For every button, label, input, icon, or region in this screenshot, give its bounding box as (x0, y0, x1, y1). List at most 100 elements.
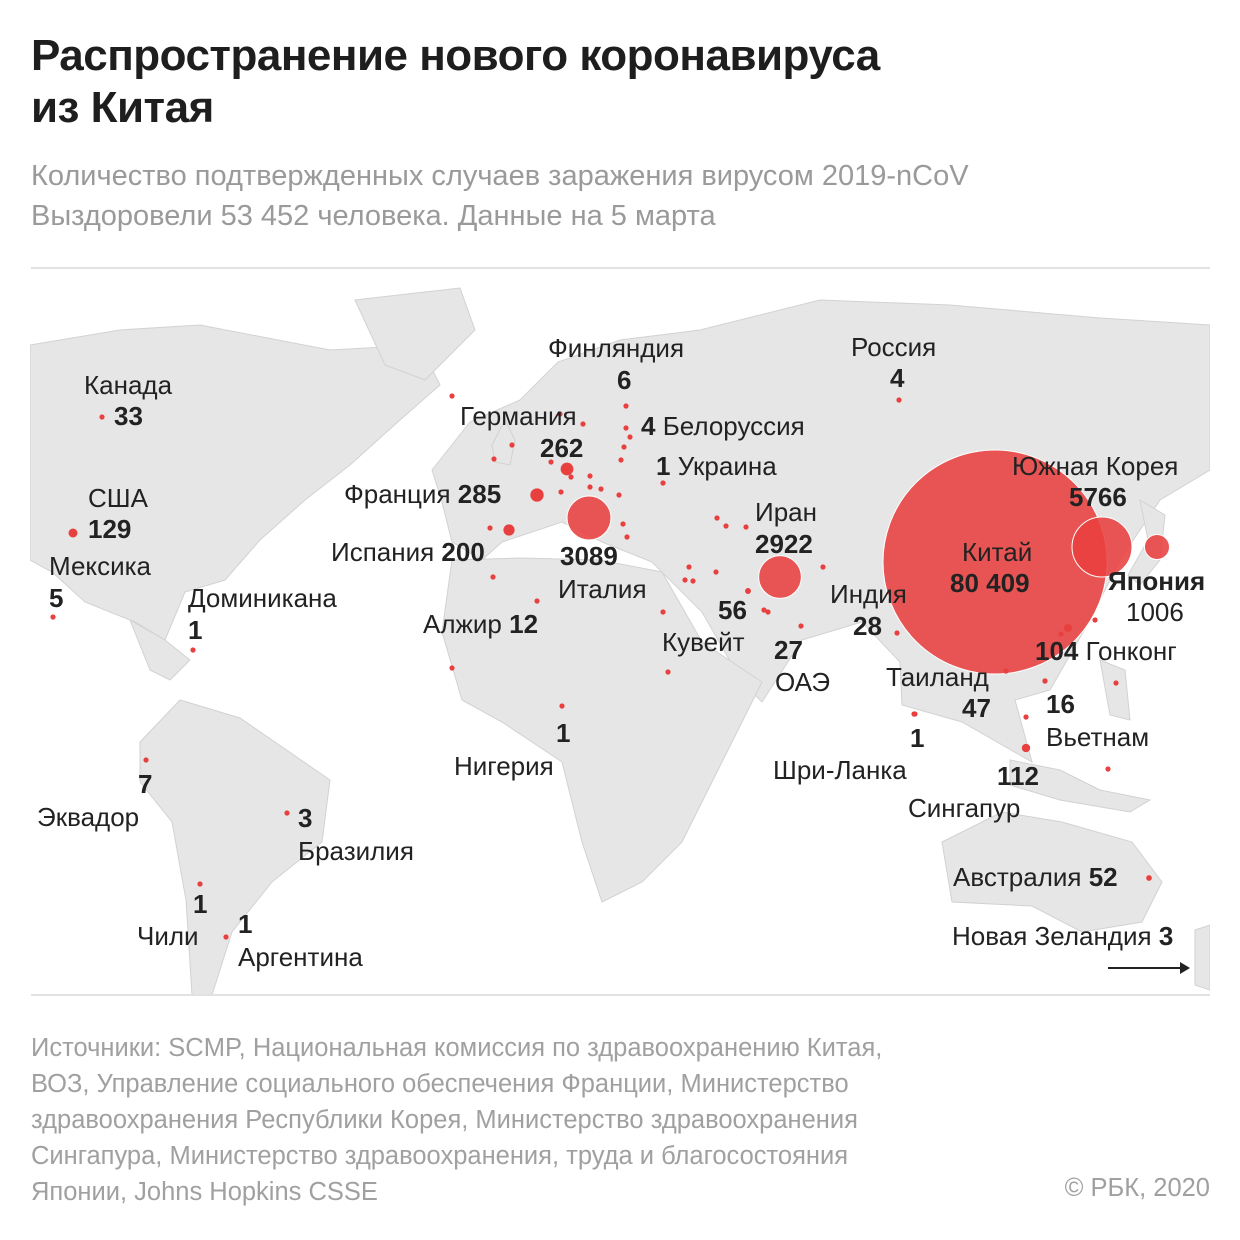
label-china-name: Китай (962, 537, 1033, 567)
case-dot (911, 711, 917, 717)
land-central-america (129, 618, 191, 681)
bubble-21 (50, 614, 56, 620)
label-kuwait-name: Кувейт (662, 627, 745, 657)
case-dot (743, 524, 749, 530)
bubble-24 (284, 810, 290, 816)
case-dot (1023, 714, 1029, 720)
title-line: Распространение нового коронавируса (31, 31, 880, 80)
label-chile-value: 1 (193, 889, 208, 919)
bubble-7 (503, 524, 515, 536)
case-dot (558, 489, 564, 495)
label-brazil-name: Бразилия (298, 836, 414, 866)
bubble-6 (560, 462, 574, 476)
case-dot (723, 523, 729, 529)
case-dot (690, 578, 696, 584)
land-africa (441, 557, 763, 903)
case-dot (820, 564, 826, 570)
label-nigeria-value: 1 (556, 718, 571, 748)
bubble-9 (1021, 743, 1031, 753)
case-dot (686, 564, 692, 570)
label-germany-value: 262 (540, 433, 584, 463)
label-usa-value: 129 (88, 514, 132, 544)
sources: Источники: SCMP, Национальная комиссия п… (31, 1030, 882, 1210)
case-dot (665, 669, 671, 675)
case-dot (660, 609, 666, 615)
label-vietnam-value: 16 (1046, 689, 1075, 719)
bubble-16 (765, 609, 771, 615)
label-srilanka-value: 1 (910, 723, 925, 753)
bubble-28 (559, 703, 565, 709)
title-line: из Китая (31, 83, 214, 132)
case-dot (580, 421, 586, 427)
label-spain: Испания 200 (331, 537, 485, 567)
divider-bottom (31, 994, 1210, 996)
case-dot (713, 569, 719, 575)
subtitle-line: Выздоровели 53 452 человека. Данные на 5… (31, 200, 716, 232)
bubble-19 (143, 757, 149, 763)
land-indonesia (1009, 759, 1152, 813)
label-korea-name: Южная Корея (1012, 451, 1179, 481)
label-japan-name: Япония (1108, 566, 1206, 596)
copyright: © РБК, 2020 (1064, 1174, 1210, 1202)
label-uae-value: 27 (774, 635, 803, 665)
page-title: Распространение нового коронавируса из К… (31, 30, 880, 134)
label-usa-name: США (88, 483, 148, 513)
bubble-13 (1003, 668, 1009, 674)
subtitle: Количество подтвержденных случаев зараже… (31, 156, 969, 236)
label-uae-name: ОАЭ (775, 667, 831, 697)
label-vietnam-name: Вьетнам (1046, 722, 1150, 752)
label-brazil-value: 3 (298, 803, 313, 833)
bubble-4 (1143, 533, 1171, 561)
bubble-31 (223, 934, 229, 940)
label-new-zealand: Новая Зеландия 3 (952, 921, 1174, 951)
label-thailand-value: 47 (962, 693, 991, 723)
label-france: Франция 285 (344, 479, 502, 509)
case-dot (557, 411, 563, 417)
case-dot (587, 473, 593, 479)
land-north-america (30, 324, 441, 641)
case-dot (798, 623, 804, 629)
bubble-14 (99, 414, 105, 420)
case-dot (624, 534, 630, 540)
bubble-3 (758, 555, 802, 599)
label-japan-value: 1006 (1126, 597, 1184, 627)
bubble-5 (530, 488, 544, 502)
label-belarus: 4 Белоруссия (641, 411, 805, 441)
case-dot (1042, 678, 1048, 684)
label-finland-name: Финляндия (548, 333, 685, 363)
case-dot (620, 521, 626, 527)
label-singapore-value: 112 (997, 761, 1039, 791)
label-hongkong: 104 Гонконг (1035, 636, 1177, 666)
label-algeria: Алжир 12 (423, 609, 539, 639)
bubble-1 (1071, 516, 1133, 578)
bubble-10 (1063, 623, 1073, 633)
divider-top (31, 267, 1210, 269)
label-finland-value: 6 (617, 365, 632, 395)
label-china-value: 80 409 (950, 568, 1030, 598)
case-dot (761, 607, 767, 613)
bubble-27 (660, 480, 666, 486)
label-kuwait-value: 56 (718, 595, 747, 625)
bubble-30 (197, 881, 203, 887)
label-india-name: Индия (830, 579, 907, 609)
sources-line: Сингапура, Министерство здравоохранения,… (31, 1142, 849, 1170)
sources-line: Японии, Johns Hopkins CSSE (31, 1178, 378, 1206)
label-mexico-name: Мексика (49, 551, 152, 581)
sources-line: ВОЗ, Управление социального обеспечения … (31, 1070, 849, 1098)
label-iran-value: 2922 (755, 529, 813, 559)
sources-line: здравоохранения Республики Корея, Минист… (31, 1106, 858, 1134)
subtitle-line: Количество подтвержденных случаев зараже… (31, 160, 969, 192)
label-iran-name: Иран (755, 497, 817, 527)
case-dot (618, 457, 624, 463)
bubble-15 (894, 630, 900, 636)
case-dot (598, 486, 604, 492)
case-dot (449, 393, 455, 399)
case-dot (1105, 766, 1111, 772)
label-dominicana-name: Доминикана (188, 583, 337, 613)
bubble-20 (623, 403, 629, 409)
land-south-america (139, 699, 331, 995)
case-dot (621, 444, 627, 450)
bubble-2 (566, 495, 612, 541)
label-argentina-value: 1 (238, 909, 253, 939)
